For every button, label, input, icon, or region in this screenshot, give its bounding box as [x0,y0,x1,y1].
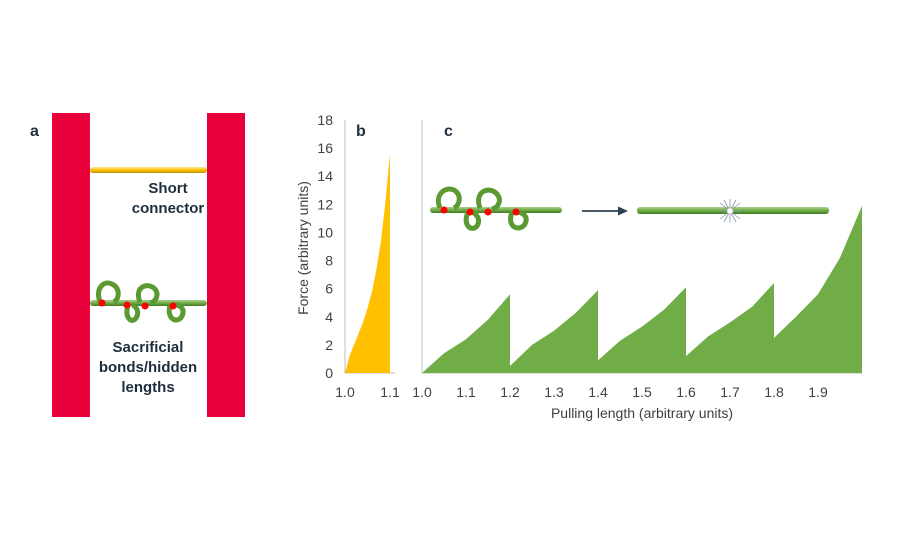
sacrificial-label-line2: bonds/hidden [99,359,197,376]
y-tick-label: 8 [325,253,333,269]
panel-c-letter: c [444,123,453,140]
panel-c-x-tick-labels: 1.0 1.1 1.2 1.3 1.4 1.5 1.6 1.7 1.8 1.9 [412,384,828,400]
short-connector-bar [90,167,207,173]
panel-a: a Short connector Sacrificial bonds/hidd… [30,113,245,417]
y-axis-title: Force (arbitrary units) [295,181,311,315]
x-tick-label: 1.3 [544,384,564,400]
sacrificial-bond [484,208,492,216]
x-tick-label: 1.5 [632,384,652,400]
chain-loop [436,186,462,211]
sacrificial-label-line1: Sacrificial [113,339,184,356]
x-tick-label: 1.4 [588,384,608,400]
arrow-icon [582,206,628,216]
broken-bond-point [726,207,734,215]
chain-loop [96,280,121,305]
sacrificial-bond [123,301,131,309]
sacrificial-bond [98,299,106,307]
y-tick-label: 14 [317,168,333,184]
chain-loop [136,283,160,306]
sacrificial-bond [440,206,448,214]
chain-loop [476,187,502,212]
chain-backbone [90,300,207,306]
left-pillar [52,113,90,417]
sacrificial-bond [512,208,520,216]
panel-b: 1.0 1.1 b [335,120,400,400]
y-tick-label: 6 [325,281,333,297]
connector-label-line2: connector [132,200,205,217]
x-tick-label: 1.8 [764,384,784,400]
x-tick-label: 1.0 [335,384,355,400]
right-pillar [207,113,245,417]
sacrificial-chain [90,280,207,323]
y-tick-label: 16 [317,140,333,156]
y-tick-labels: 0 2 4 6 8 10 12 14 16 18 [317,112,333,381]
y-tick-label: 10 [317,224,333,240]
y-tick-label: 4 [325,309,333,325]
panel-b-x-tick-labels: 1.0 1.1 [335,384,400,400]
panel-b-letter: b [356,123,366,140]
chain-loop [463,209,482,231]
chain-loop [124,302,141,323]
stretched-chain-illustration [637,199,829,223]
panel-b-force-area [345,153,390,373]
y-tick-label: 18 [317,112,333,128]
connector-label-line1: Short [148,180,187,197]
sacrificial-bond [466,208,474,216]
panel-c-force-area [422,205,862,373]
y-tick-label: 12 [317,196,333,212]
x-tick-label: 1.1 [380,384,400,400]
sacrificial-label-line3: lengths [121,379,174,396]
panel-a-letter: a [30,123,39,140]
x-tick-label: 1.9 [808,384,828,400]
sacrificial-bond [141,302,149,310]
y-tick-label: 2 [325,337,333,353]
x-tick-label: 1.0 [412,384,432,400]
x-tick-label: 1.1 [456,384,476,400]
x-tick-label: 1.7 [720,384,740,400]
chain-loop [166,302,186,323]
x-tick-label: 1.2 [500,384,520,400]
folded-chain-illustration [430,186,562,231]
x-axis-title: Pulling length (arbitrary units) [551,405,733,421]
panel-c: 1.0 1.1 1.2 1.3 1.4 1.5 1.6 1.7 1.8 1.9 c [412,120,862,400]
y-tick-label: 0 [325,365,333,381]
sacrificial-bond [169,302,177,310]
x-tick-label: 1.6 [676,384,696,400]
chain-loop [508,209,529,231]
